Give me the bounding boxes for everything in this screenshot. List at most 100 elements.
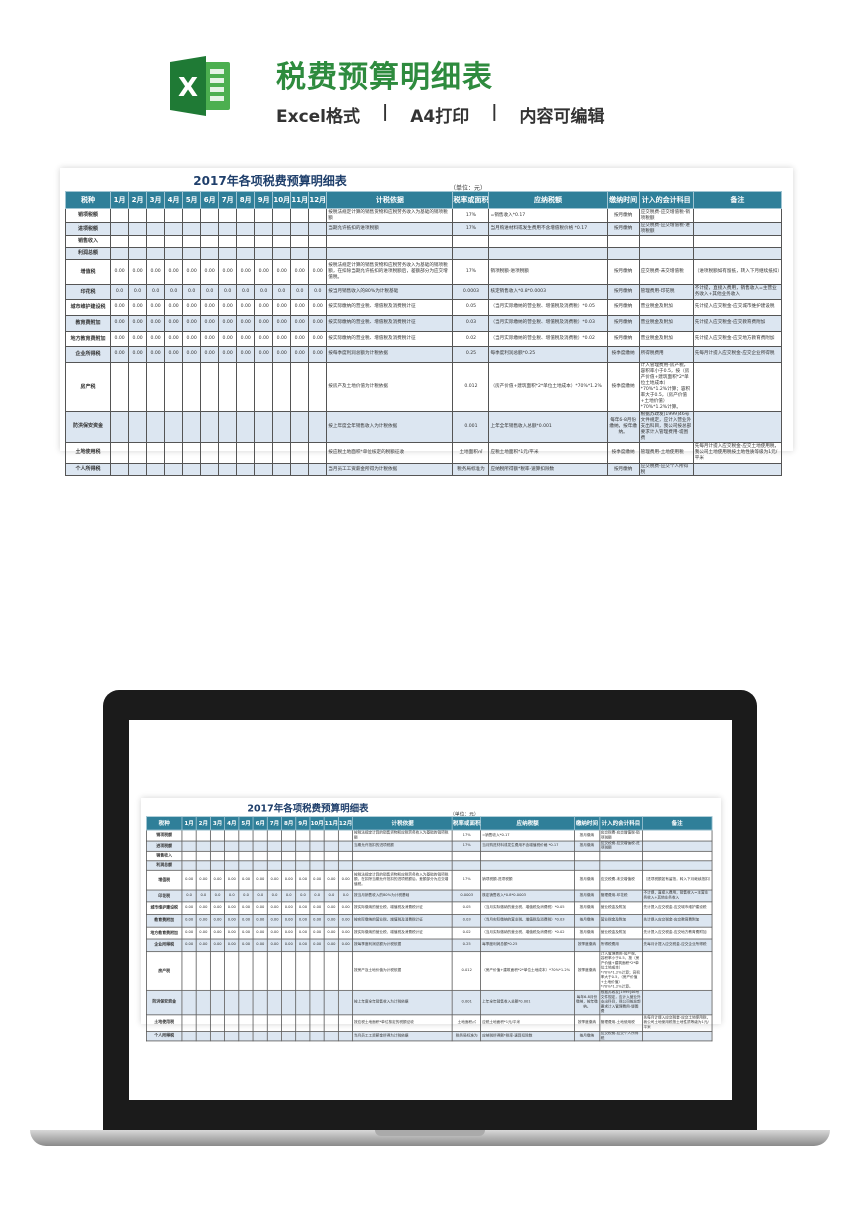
time-cell[interactable]: 按季度缴纳	[606, 345, 640, 363]
month-cell[interactable]	[146, 222, 166, 236]
month-cell[interactable]: 0.00	[110, 330, 130, 347]
month-cell[interactable]: 0.00	[252, 869, 268, 891]
rate-cell[interactable]: 土地面积㎡	[452, 441, 490, 464]
month-cell[interactable]	[272, 361, 292, 412]
month-cell[interactable]: 0.00	[128, 345, 148, 363]
rate-cell[interactable]	[452, 246, 490, 260]
month-cell[interactable]	[164, 410, 184, 443]
amount-cell[interactable]: 核定销售收入*0.8*0.0003	[488, 283, 608, 300]
month-cell[interactable]	[309, 840, 325, 852]
month-cell[interactable]: 0.00	[200, 258, 220, 285]
tax-name[interactable]: 销项税额	[64, 208, 112, 223]
month-cell[interactable]: 0.00	[338, 926, 354, 940]
account-cell[interactable]: 应交税费-未交增值税	[599, 869, 643, 891]
account-cell[interactable]: 所得税费用	[638, 345, 694, 363]
tax-name[interactable]: 地方教育费附加	[64, 330, 112, 347]
basis-cell[interactable]: 按每季度利润总额为计税依据	[326, 345, 454, 363]
tax-name[interactable]: 印花税	[145, 889, 183, 903]
month-cell[interactable]: 0.00	[308, 314, 328, 332]
tax-name[interactable]: 企业所得税	[64, 345, 112, 363]
month-cell[interactable]: 0.00	[182, 314, 202, 332]
month-cell[interactable]	[295, 829, 311, 842]
amount-cell[interactable]: 应税土地面积*1元/平米	[488, 441, 608, 464]
month-cell[interactable]	[236, 222, 256, 236]
month-cell[interactable]	[309, 1014, 325, 1032]
rate-cell[interactable]: 税务局标准为	[452, 462, 490, 477]
month-cell[interactable]	[164, 441, 184, 464]
month-cell[interactable]	[338, 1030, 354, 1042]
month-cell[interactable]	[338, 840, 354, 852]
month-cell[interactable]	[272, 410, 292, 443]
month-cell[interactable]: 0.00	[266, 926, 283, 940]
month-cell[interactable]	[281, 829, 297, 842]
basis-cell[interactable]: 按税法规定计算的销售货物和应税劳务收入为基础的销项税额	[326, 208, 454, 223]
month-cell[interactable]: 0.00	[338, 938, 354, 953]
month-cell[interactable]: 0.0	[218, 283, 238, 300]
rate-cell[interactable]: 0.012	[452, 951, 482, 991]
month-cell[interactable]: 0.00	[182, 258, 202, 285]
rate-cell[interactable]: 17%	[452, 222, 490, 236]
account-cell[interactable]: 营业税金及附加	[638, 298, 694, 316]
month-cell[interactable]	[338, 1014, 354, 1032]
month-cell[interactable]	[236, 208, 256, 223]
month-cell[interactable]	[295, 989, 311, 1015]
time-cell[interactable]: 按月缴纳	[573, 840, 600, 852]
month-cell[interactable]	[181, 860, 197, 871]
month-cell[interactable]	[308, 441, 328, 464]
month-cell[interactable]	[224, 840, 240, 852]
month-cell[interactable]	[295, 850, 311, 862]
month-cell[interactable]	[266, 989, 283, 1015]
month-cell[interactable]: 0.00	[210, 926, 226, 940]
month-cell[interactable]	[218, 361, 238, 412]
month-cell[interactable]	[110, 462, 130, 477]
note-cell[interactable]: 先计提入应交税金-应交城市维护建设税	[692, 298, 783, 316]
rate-cell[interactable]: 土地面积㎡	[452, 1014, 482, 1032]
month-cell[interactable]	[195, 1030, 211, 1042]
month-cell[interactable]	[210, 951, 226, 991]
month-cell[interactable]: 0.00	[308, 345, 328, 363]
amount-cell[interactable]: （当月实际缴纳的营业税、增值税及消费税）*0.05	[488, 298, 608, 316]
month-cell[interactable]: 0.00	[218, 258, 238, 285]
month-cell[interactable]: 0.0	[309, 889, 325, 903]
account-cell[interactable]: 应交税费-应交个人所得税	[599, 1030, 643, 1042]
month-cell[interactable]: 0.00	[254, 258, 274, 285]
month-cell[interactable]	[146, 441, 166, 464]
month-cell[interactable]	[308, 410, 328, 443]
month-cell[interactable]	[290, 410, 310, 443]
tax-name[interactable]: 销售收入	[145, 850, 183, 862]
month-cell[interactable]	[181, 1014, 197, 1032]
basis-cell[interactable]	[352, 860, 453, 871]
month-cell[interactable]: 0.00	[236, 330, 256, 347]
month-cell[interactable]: 0.00	[195, 901, 211, 915]
month-cell[interactable]: 0.00	[210, 938, 226, 953]
month-cell[interactable]: 0.00	[290, 330, 310, 347]
account-cell[interactable]: 管理费用-土地使用税	[638, 441, 694, 464]
month-cell[interactable]: 0.00	[266, 869, 283, 891]
rate-cell[interactable]: 0.25	[452, 345, 490, 363]
month-cell[interactable]: 0.00	[266, 938, 283, 953]
month-cell[interactable]	[290, 441, 310, 464]
month-cell[interactable]	[309, 951, 325, 991]
month-cell[interactable]	[181, 850, 197, 862]
note-cell[interactable]	[692, 222, 783, 236]
month-cell[interactable]: 0.00	[210, 901, 226, 915]
month-cell[interactable]	[182, 410, 202, 443]
month-cell[interactable]	[128, 410, 148, 443]
month-cell[interactable]: 0.00	[110, 298, 130, 316]
month-cell[interactable]	[254, 222, 274, 236]
month-cell[interactable]: 0.00	[254, 314, 274, 332]
month-cell[interactable]: 0.00	[309, 914, 325, 928]
tax-name[interactable]: 防洪保安资金	[145, 989, 183, 1015]
month-cell[interactable]: 0.00	[252, 901, 268, 915]
month-cell[interactable]: 0.00	[281, 914, 297, 928]
basis-cell[interactable]: 按应税土地面积*单位核定的税额征收	[352, 1014, 453, 1032]
month-cell[interactable]: 0.00	[309, 869, 325, 891]
month-cell[interactable]: 0.00	[164, 330, 184, 347]
rate-cell[interactable]: 0.05	[452, 298, 490, 316]
month-cell[interactable]	[254, 208, 274, 223]
month-cell[interactable]: 0.00	[266, 901, 283, 915]
basis-cell[interactable]	[326, 234, 454, 248]
month-cell[interactable]: 0.00	[266, 914, 283, 928]
month-cell[interactable]	[236, 361, 256, 412]
month-cell[interactable]: 0.00	[309, 926, 325, 940]
